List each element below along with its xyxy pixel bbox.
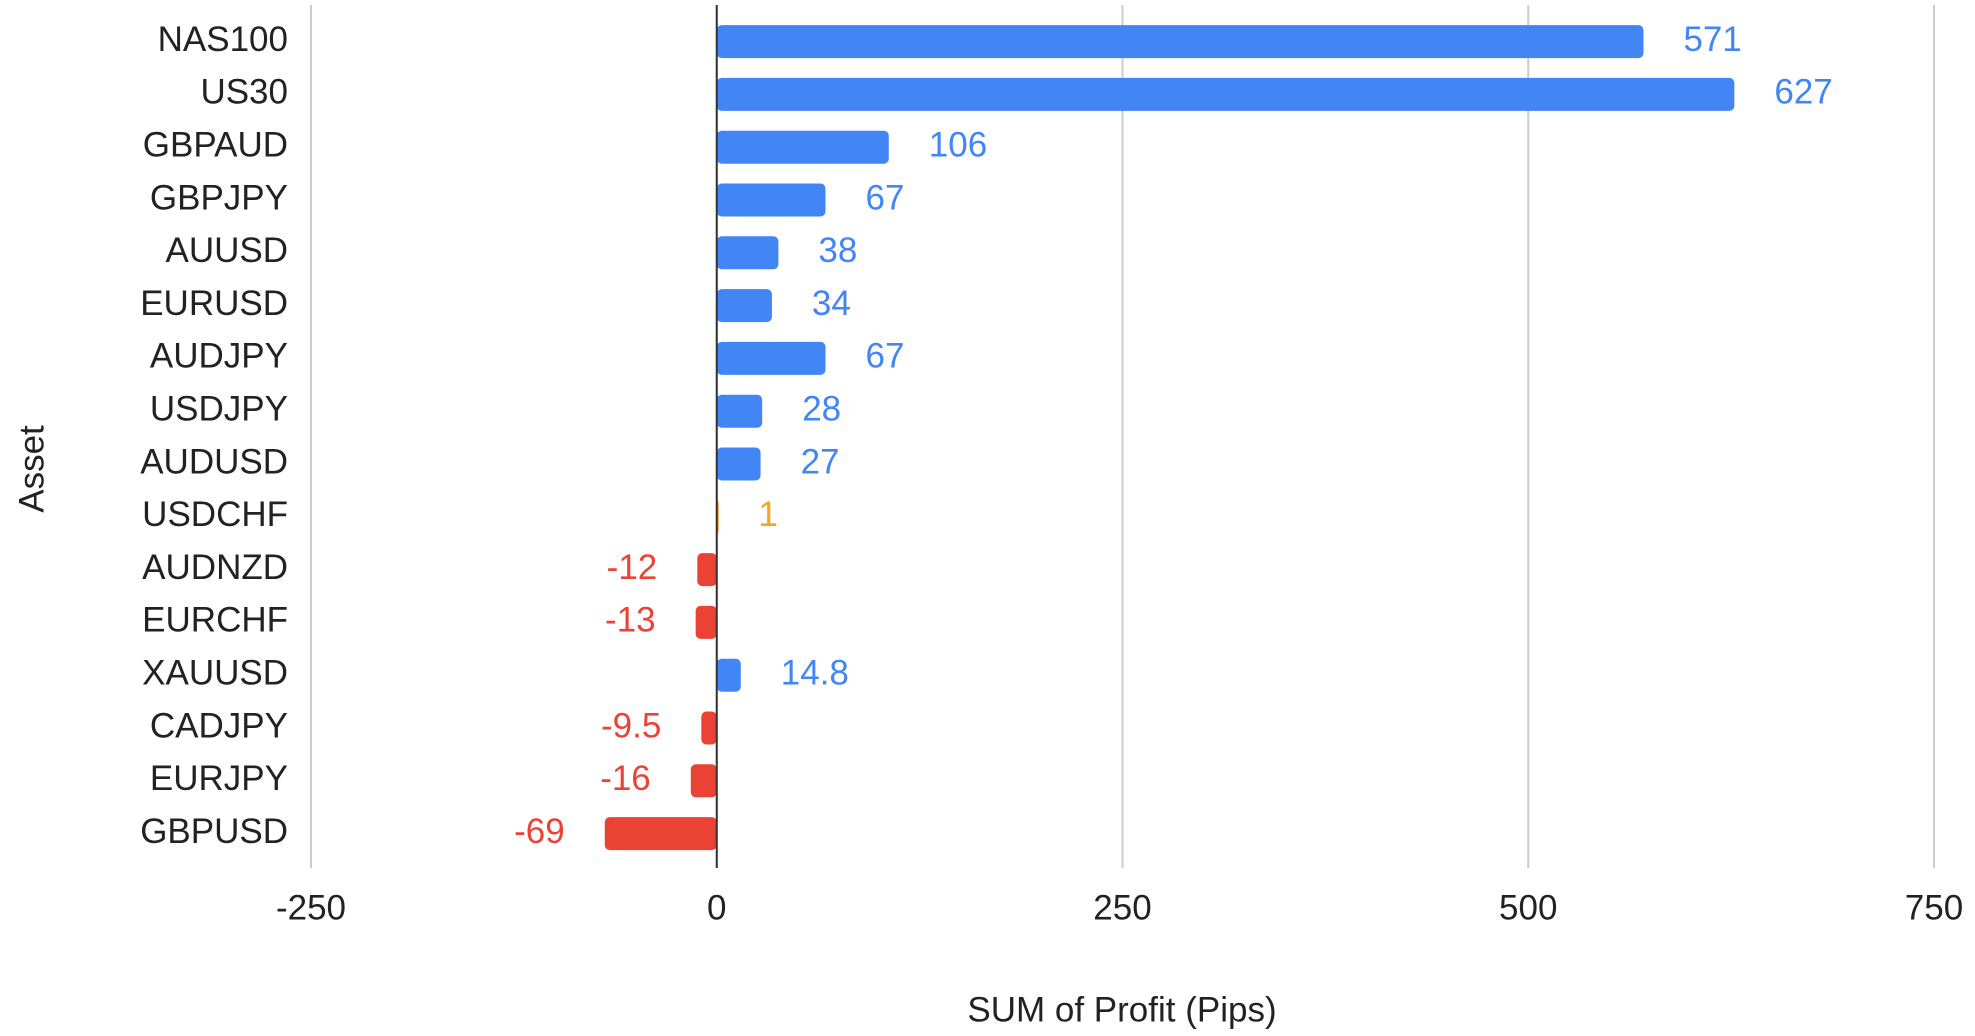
y-tick-label: US30 (200, 73, 288, 112)
value-label: -12 (607, 548, 658, 587)
y-axis-label: Asset (12, 425, 51, 513)
bar (716, 289, 772, 323)
value-label: 627 (1774, 73, 1832, 112)
value-label: 28 (802, 389, 841, 428)
y-tick-label: EURCHF (142, 601, 288, 640)
bar (716, 236, 779, 270)
value-label: -13 (605, 601, 656, 640)
x-tick-label: 250 (1093, 888, 1151, 927)
x-tick-label: 0 (707, 888, 726, 927)
bar (701, 711, 717, 745)
value-label: 67 (865, 337, 904, 376)
y-tick-label: AUDNZD (142, 548, 288, 587)
bar (604, 817, 717, 851)
y-tick-label: EURJPY (150, 759, 288, 798)
y-tick-label: USDCHF (142, 495, 288, 534)
value-label: 14.8 (781, 653, 849, 692)
bar (716, 183, 826, 217)
bar (716, 394, 763, 428)
value-label: -16 (600, 759, 651, 798)
value-label: -9.5 (601, 706, 661, 745)
y-tick-label: AUUSD (165, 231, 288, 270)
value-label: 38 (818, 231, 857, 270)
value-label: 106 (929, 125, 987, 164)
y-tick-label: GBPJPY (150, 178, 288, 217)
bar (716, 130, 889, 164)
y-tick-label: GBPAUD (143, 125, 288, 164)
value-label: 1 (758, 495, 777, 534)
value-label: 34 (812, 284, 851, 323)
bar (695, 605, 717, 639)
value-label: 67 (865, 178, 904, 217)
bar (716, 341, 826, 375)
x-tick-label: -250 (276, 888, 346, 927)
bar (716, 25, 1644, 59)
y-tick-label: AUDJPY (150, 337, 288, 376)
value-label: 27 (801, 442, 840, 481)
y-tick-label: GBPUSD (140, 812, 288, 851)
bar (697, 553, 717, 587)
x-tick-label: 500 (1499, 888, 1557, 927)
y-tick-label: USDJPY (150, 389, 288, 428)
y-tick-label: EURUSD (140, 284, 288, 323)
value-label: -69 (514, 812, 565, 851)
bar (690, 764, 717, 798)
x-axis-label: SUM of Profit (Pips) (967, 990, 1276, 1029)
bar (716, 77, 1735, 111)
value-label: 571 (1683, 20, 1741, 59)
y-tick-label: CADJPY (150, 706, 288, 745)
bar (716, 658, 741, 692)
y-tick-label: NAS100 (158, 20, 288, 59)
bar (716, 447, 761, 481)
x-tick-label: 750 (1905, 888, 1963, 927)
y-tick-label: AUDUSD (140, 442, 288, 481)
y-tick-label: XAUUSD (142, 653, 288, 692)
